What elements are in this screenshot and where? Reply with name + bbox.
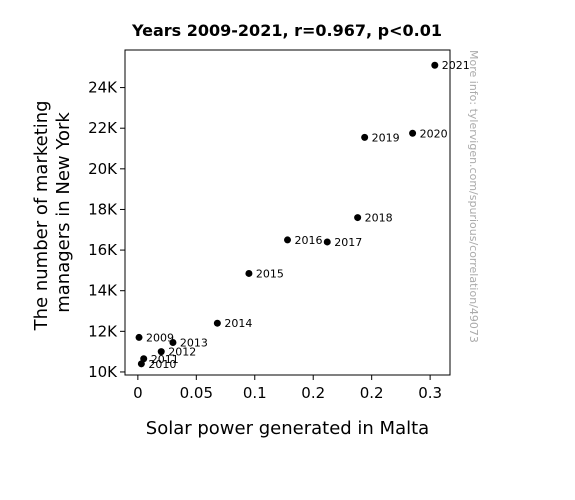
point-label: 2018 [365,212,393,225]
point-label: 2009 [146,331,174,344]
y-tick-label: 16K [88,241,118,259]
data-point [323,238,331,246]
plot-area [124,49,451,376]
y-axis-label-line-1: The number of marketing [31,100,52,331]
point-label: 2019 [372,131,400,144]
data-point [245,269,253,277]
point-label: 2011 [151,353,179,366]
chart-title: Years 2009-2021, r=0.967, p<0.01 [131,21,442,40]
point-label: 2013 [180,337,208,350]
y-tick-label: 14K [88,282,118,300]
source-watermark: More info: tylervigen.com/spurious/corre… [467,50,480,343]
data-point [361,133,369,141]
data-point [213,319,221,327]
y-tick-label: 12K [88,322,118,340]
data-point [140,355,148,363]
data-point [284,236,291,244]
point-label: 2012 [168,346,196,359]
x-axis: 0 0.05 0.1 0.2 0.2 0.3 [133,375,442,402]
y-axis: 10K 12K 14K 16K 18K 20K 22K 24K [88,79,125,381]
x-axis-label: Solar power generated in Malta [146,418,429,439]
y-tick-label: 18K [88,200,118,218]
point-label: 2010 [148,358,176,371]
point-label: 2017 [334,236,362,249]
point-label: 2014 [224,317,252,330]
y-tick-label: 20K [88,160,118,178]
point-label: 2021 [442,59,470,72]
y-axis-label: The number of marketing managers in New … [31,95,74,332]
y-tick-label: 10K [88,363,118,381]
x-tick-label: 0.05 [180,384,213,402]
x-tick-label: 0.2 [301,384,325,402]
data-point [354,214,362,222]
point-label: 2015 [256,267,284,280]
data-point [157,348,165,356]
point-label: 2016 [295,234,323,247]
data-point [169,339,177,346]
x-tick-label: 0.3 [418,384,442,402]
y-tick-label: 22K [88,119,118,137]
x-tick-label: 0 [133,384,143,402]
data-point [431,61,439,69]
x-tick-label: 0.2 [360,384,384,402]
plot-frame [124,49,451,376]
y-axis-label-line-2: managers in New York [53,112,74,313]
y-tick-label: 24K [88,79,118,97]
data-point [135,333,143,341]
point-label: 2020 [420,127,448,140]
data-point [409,129,417,137]
x-tick-label: 0.1 [243,384,267,402]
